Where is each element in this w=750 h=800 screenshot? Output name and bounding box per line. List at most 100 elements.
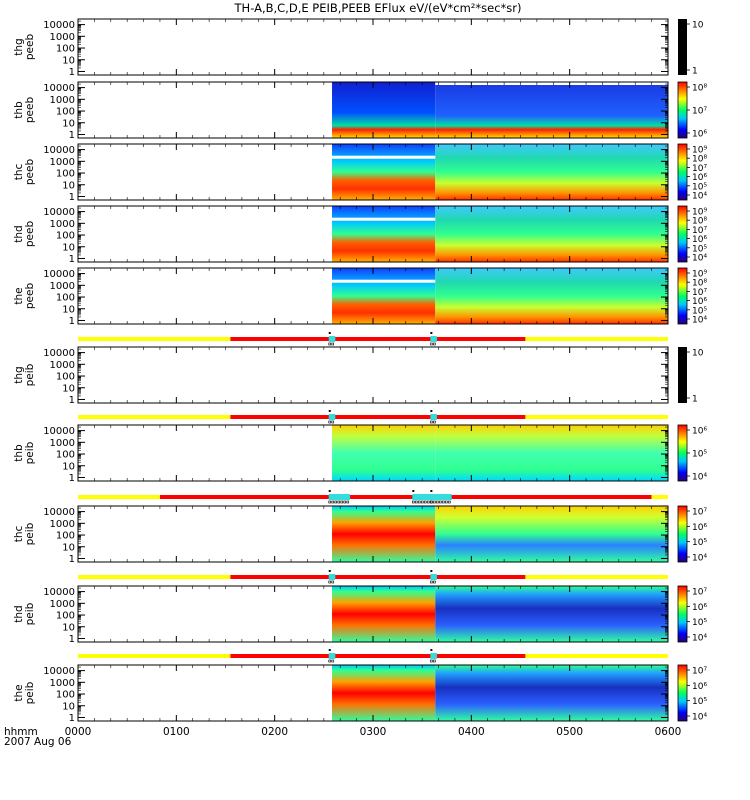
colorbar-label: 10⁷ [692,508,707,518]
colorbar-label: 10⁵ [692,618,707,628]
colorbar: 10⁷ 10⁶ 10⁵ 10⁴ [677,585,707,644]
colorbar-label: 10⁶ [692,682,707,692]
colorbar-label: 10⁶ [692,173,707,183]
y-tick-label: 1 [69,634,75,645]
mode-segment-burst [328,414,336,420]
mode-segment-slow [78,575,231,579]
spectrogram-survey-region [435,206,668,262]
colorbar-label: 10 [692,349,704,359]
mode-segment-fast [230,575,526,579]
burst-marker [331,659,335,663]
spectrogram-survey-region [435,268,668,324]
colorbar-label: 10⁵ [692,450,707,460]
burst-marker [418,500,421,504]
y-label-product: peeb [24,97,36,124]
spectrogram-burst-region [332,82,436,138]
spectrogram-burst-region [332,268,436,324]
colorbar-label: 10⁸ [692,155,707,165]
plot-frame [77,18,669,76]
colorbar: 10⁷ 10⁶ 10⁵ 10⁴ [677,664,707,723]
y-tick-label: 1000 [50,678,75,689]
y-tick-label: 100 [56,450,75,461]
mode-segment-slow [525,654,668,658]
burst-marker [448,500,451,504]
y-label-product: peib [24,441,36,464]
burst-marker [430,332,433,334]
y-label-product: peeb [24,283,36,310]
spectrogram-survey-region [435,82,668,138]
mode-segment-slow [525,575,668,579]
spectrogram-burst-region [332,144,436,200]
burst-marker [433,420,436,424]
colorbar: 10⁶ 10⁵ 10⁴ [677,424,707,483]
spectrogram-burst-region [332,206,436,262]
y-tick-label: 1000 [50,157,75,168]
y-tick-label: 1000 [50,95,75,106]
mode-segment-burst [412,494,436,500]
colorbar-fill [677,81,688,139]
colorbar-fill [677,505,688,563]
y-tick-label: 1 [69,713,75,724]
y-tick-label: 10 [62,542,75,553]
mode-segment-slow [78,337,231,341]
colorbar-fill [677,585,688,643]
burst-marker [433,659,436,663]
burst-marker [439,500,442,504]
burst-marker [328,570,331,572]
x-axis-label: hhmm [4,726,38,738]
colorbar-label: 10⁴ [692,254,707,264]
burst-marker [430,420,433,424]
colorbar-label: 10⁵ [692,306,707,316]
y-tick-label: 10 [62,180,75,191]
y-label-product: peib [24,363,36,386]
burst-marker [430,410,433,412]
burst-marker [430,649,433,651]
burst-marker [334,500,338,504]
mode-segment-slow [78,654,231,658]
y-label-probe: thb [13,444,25,462]
burst-marker [340,500,344,504]
plot-frame [77,346,669,404]
mode-segment-slow [78,415,231,419]
y-label-probe: thc [13,526,25,543]
y-tick-label: 1 [69,130,75,141]
y-tick-label: 1000 [50,32,75,43]
y-tick-label: 10 [62,383,75,394]
y-label-product: peeb [24,34,36,61]
y-label-probe: thc [13,164,25,181]
colorbar-label: 10⁴ [692,473,707,483]
colorbar-fill [677,205,688,263]
mode-segment-slow [78,495,160,499]
colorbar-label: 1 [692,395,698,405]
spectrogram-burst-region [332,425,436,481]
x-tick-label: 0100 [163,726,190,738]
y-tick-label: 10 [62,304,75,315]
y-label-product: peib [24,681,36,704]
y-tick-label: 10 [62,55,75,66]
colorbar-label: 10⁴ [692,316,707,326]
spectrogram-survey-region [435,425,668,481]
y-tick-label: 10000 [43,587,75,598]
x-tick-label: 0500 [556,726,583,738]
y-label-probe: thb [13,101,25,119]
colorbar-fill [678,19,687,75]
data-gap-stripe [332,155,436,159]
burst-marker [430,500,433,504]
y-label-product: peib [24,522,36,545]
y-tick-label: 1 [69,192,75,203]
mode-bar [78,649,668,663]
mode-segment-slow [525,337,668,341]
burst-marker [415,500,418,504]
burst-marker [328,580,332,584]
x-tick-label: 0400 [458,726,485,738]
colorbar-label: 10⁸ [692,217,707,227]
y-tick-label: 10000 [43,207,75,218]
burst-marker [442,500,445,504]
x-tick-label: 0200 [261,726,288,738]
colorbar-label: 10⁷ [692,288,707,298]
burst-marker [337,500,341,504]
